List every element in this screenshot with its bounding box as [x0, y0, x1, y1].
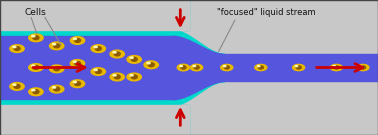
Ellipse shape	[54, 67, 60, 71]
Ellipse shape	[32, 65, 35, 67]
Ellipse shape	[50, 65, 64, 73]
Ellipse shape	[127, 55, 141, 63]
Ellipse shape	[53, 66, 56, 68]
Ellipse shape	[95, 70, 101, 73]
Ellipse shape	[53, 87, 56, 88]
Ellipse shape	[330, 64, 342, 71]
Ellipse shape	[296, 66, 301, 69]
Ellipse shape	[29, 88, 43, 96]
Ellipse shape	[50, 85, 64, 93]
Ellipse shape	[13, 84, 16, 85]
Ellipse shape	[32, 35, 35, 37]
Ellipse shape	[130, 75, 133, 76]
Ellipse shape	[148, 63, 154, 67]
Ellipse shape	[73, 38, 76, 40]
Ellipse shape	[191, 64, 203, 71]
Ellipse shape	[334, 66, 339, 69]
Ellipse shape	[91, 45, 105, 53]
Ellipse shape	[130, 57, 133, 58]
Ellipse shape	[74, 38, 81, 42]
Ellipse shape	[257, 65, 260, 67]
Ellipse shape	[194, 66, 199, 69]
Ellipse shape	[10, 82, 24, 90]
Ellipse shape	[91, 68, 105, 75]
Ellipse shape	[14, 84, 20, 88]
Ellipse shape	[295, 65, 298, 67]
Ellipse shape	[94, 46, 97, 48]
Ellipse shape	[223, 65, 226, 67]
Ellipse shape	[74, 61, 81, 65]
Text: "focused" liquid stream: "focused" liquid stream	[217, 8, 316, 17]
Ellipse shape	[180, 65, 183, 67]
Ellipse shape	[70, 80, 85, 88]
Ellipse shape	[359, 65, 362, 67]
Ellipse shape	[13, 46, 16, 48]
Ellipse shape	[54, 44, 60, 48]
Ellipse shape	[29, 34, 43, 42]
Ellipse shape	[33, 90, 39, 94]
Ellipse shape	[177, 64, 189, 71]
Ellipse shape	[258, 66, 263, 69]
Ellipse shape	[10, 45, 24, 53]
Ellipse shape	[293, 64, 305, 71]
Ellipse shape	[147, 62, 150, 64]
Ellipse shape	[95, 47, 101, 50]
Ellipse shape	[193, 65, 196, 67]
Ellipse shape	[32, 89, 35, 91]
Ellipse shape	[73, 81, 76, 83]
Ellipse shape	[74, 82, 81, 86]
Ellipse shape	[357, 64, 369, 71]
Ellipse shape	[224, 66, 229, 69]
Ellipse shape	[131, 75, 137, 79]
Ellipse shape	[53, 43, 56, 45]
Ellipse shape	[110, 50, 124, 58]
Ellipse shape	[94, 69, 97, 71]
Ellipse shape	[127, 73, 141, 81]
Ellipse shape	[144, 61, 158, 69]
Text: Cells: Cells	[25, 8, 46, 17]
Ellipse shape	[70, 37, 85, 44]
Ellipse shape	[113, 52, 116, 53]
Ellipse shape	[114, 52, 120, 56]
Ellipse shape	[360, 66, 366, 69]
Ellipse shape	[73, 61, 76, 63]
Ellipse shape	[33, 65, 39, 69]
Ellipse shape	[54, 87, 60, 91]
Ellipse shape	[14, 47, 20, 50]
Ellipse shape	[113, 75, 116, 76]
Ellipse shape	[114, 75, 120, 79]
Ellipse shape	[50, 42, 64, 50]
Ellipse shape	[181, 66, 186, 69]
Ellipse shape	[333, 65, 336, 67]
Ellipse shape	[110, 73, 124, 81]
Ellipse shape	[33, 36, 39, 40]
Ellipse shape	[70, 60, 85, 67]
Ellipse shape	[255, 64, 267, 71]
Ellipse shape	[221, 64, 233, 71]
Ellipse shape	[131, 57, 137, 61]
Ellipse shape	[29, 64, 43, 71]
